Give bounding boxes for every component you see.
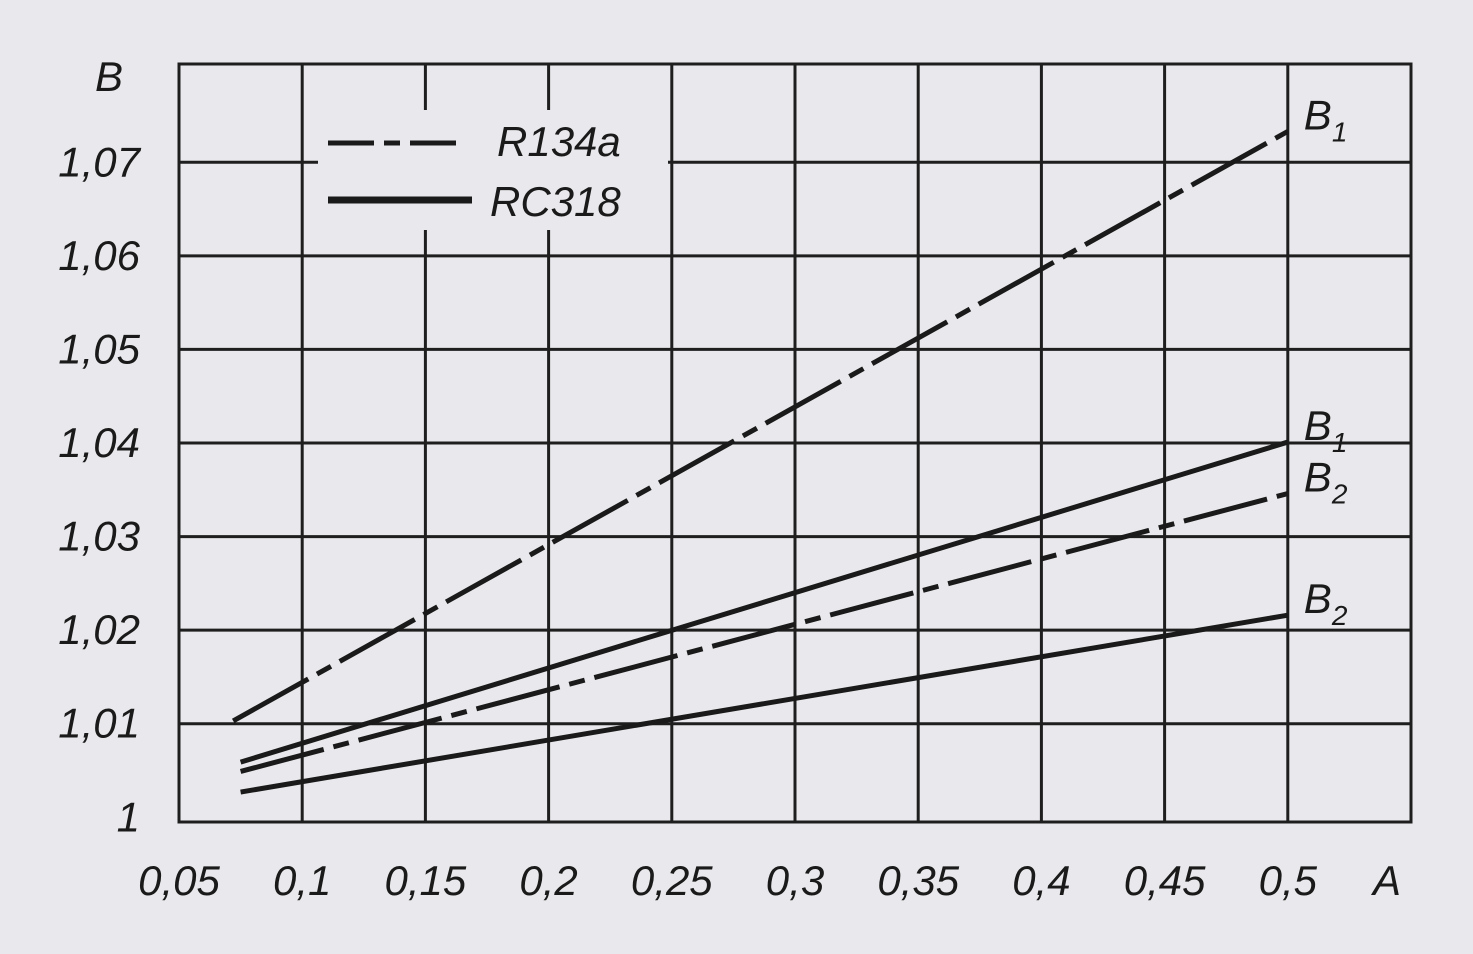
grid xyxy=(179,64,1411,822)
y-tick-label: 1,03 xyxy=(58,513,140,560)
legend-label-rc318: RC318 xyxy=(490,178,621,225)
x-tick-label: 0,25 xyxy=(631,857,713,904)
x-axis-label: A xyxy=(1370,857,1401,904)
x-tick-label: 0,1 xyxy=(273,857,331,904)
legend: R134a RC318 xyxy=(318,110,668,230)
series-line-rc318-b2 xyxy=(240,612,1289,795)
x-tick-label: 0,15 xyxy=(385,857,467,904)
x-tick-label: 0,5 xyxy=(1259,857,1318,904)
y-tick-label: 1,07 xyxy=(58,138,141,185)
x-tick-label: 0,45 xyxy=(1124,857,1206,904)
x-tick-label: 0,2 xyxy=(519,857,577,904)
y-axis-ticks: 1 1,01 1,02 1,03 1,04 1,05 1,06 1,07 xyxy=(58,138,141,840)
y-tick-label: 1,06 xyxy=(58,232,140,279)
series-line-r134a-b2 xyxy=(239,491,1289,774)
series-line-rc318-b1 xyxy=(239,439,1289,765)
legend-background xyxy=(318,110,668,230)
x-tick-label: 0,05 xyxy=(138,857,220,904)
x-axis-ticks: 0,05 0,1 0,15 0,2 0,25 0,3 0,35 0,4 0,45 0,5 xyxy=(138,857,1318,904)
x-tick-label: 0,3 xyxy=(766,857,824,904)
y-axis-label: B xyxy=(95,53,123,100)
legend-label-r134a: R134a xyxy=(497,118,621,165)
y-tick-label: 1,01 xyxy=(58,700,140,747)
y-tick-label: 1,05 xyxy=(58,325,140,372)
series-end-label: B2 xyxy=(1304,575,1348,631)
series-end-label: B2 xyxy=(1304,454,1348,510)
series-line-r134a-b1 xyxy=(231,129,1290,724)
plot-frame xyxy=(177,62,1413,824)
y-tick-label: 1,04 xyxy=(58,419,140,466)
y-tick-label: 1 xyxy=(117,793,140,840)
x-tick-label: 0,35 xyxy=(877,857,959,904)
series-end-label: B1 xyxy=(1304,402,1348,458)
y-tick-label: 1,02 xyxy=(58,606,140,653)
x-tick-label: 0,4 xyxy=(1012,857,1070,904)
series-end-label: B1 xyxy=(1304,91,1348,147)
